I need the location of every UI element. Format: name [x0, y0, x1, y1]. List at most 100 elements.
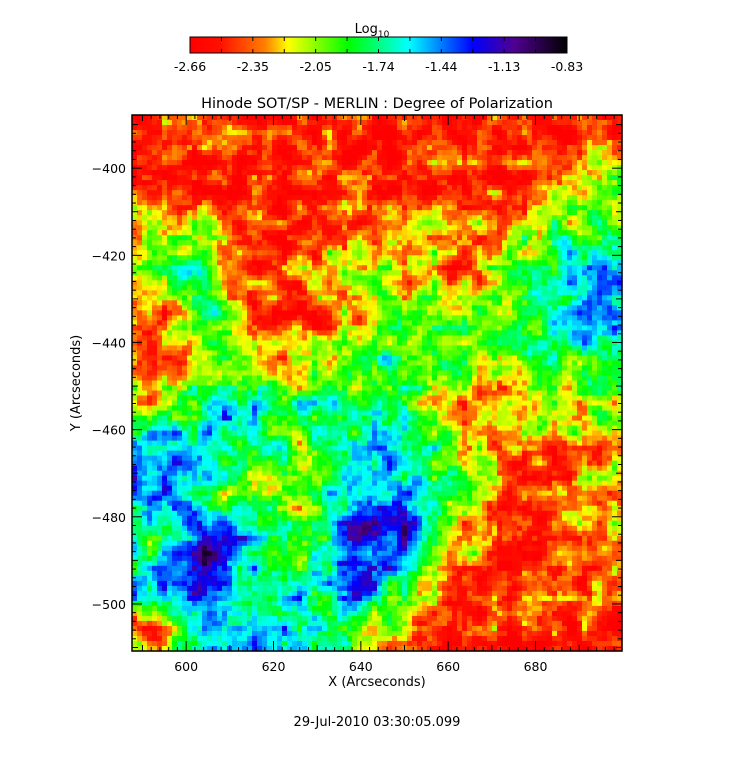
- heatmap-cell: [497, 290, 503, 296]
- heatmap-cell: [432, 335, 438, 342]
- heatmap-cell: [427, 125, 433, 131]
- heatmap-cell: [497, 275, 503, 281]
- heatmap-cell: [282, 145, 288, 151]
- heatmap-cell: [387, 300, 393, 306]
- heatmap-cell: [202, 210, 208, 216]
- heatmap-cell: [427, 150, 433, 156]
- heatmap-cell: [602, 340, 608, 347]
- heatmap-cell: [212, 330, 218, 337]
- heatmap-cell: [207, 280, 213, 286]
- heatmap-cell: [412, 120, 418, 126]
- heatmap-cell: [482, 210, 488, 216]
- heatmap-cell: [197, 270, 203, 276]
- heatmap-cell: [162, 305, 168, 311]
- heatmap-cell: [342, 240, 348, 246]
- heatmap-cell: [212, 305, 218, 311]
- heatmap-cell: [617, 255, 623, 261]
- heatmap-cell: [357, 290, 363, 296]
- heatmap-cell: [237, 305, 243, 311]
- heatmap-cell: [532, 130, 538, 136]
- heatmap-cell: [137, 340, 143, 347]
- heatmap-cell: [157, 155, 163, 161]
- heatmap-cell: [347, 275, 353, 281]
- heatmap-cell: [577, 260, 583, 266]
- heatmap-cell: [207, 130, 213, 136]
- heatmap-cell: [617, 355, 623, 362]
- heatmap-cell: [537, 310, 543, 316]
- heatmap-cell: [187, 305, 193, 311]
- heatmap-cell: [207, 185, 213, 191]
- heatmap-cell: [467, 355, 473, 362]
- heatmap-cell: [442, 265, 448, 271]
- heatmap-cell: [527, 350, 533, 357]
- heatmap-cell: [172, 300, 178, 306]
- heatmap-cell: [567, 330, 573, 337]
- heatmap-cell: [152, 320, 158, 326]
- heatmap-cell: [402, 365, 408, 372]
- heatmap-cell: [177, 265, 183, 271]
- heatmap-cell: [547, 200, 553, 206]
- heatmap-cell: [397, 175, 403, 181]
- heatmap-cell: [492, 160, 498, 166]
- heatmap-cell: [352, 260, 358, 266]
- heatmap-cell: [407, 215, 413, 221]
- heatmap-cell: [567, 335, 573, 342]
- heatmap-cell: [152, 355, 158, 362]
- heatmap-cell: [462, 340, 468, 347]
- heatmap-cell: [212, 345, 218, 352]
- heatmap-cell: [182, 230, 188, 236]
- heatmap-cell: [192, 210, 198, 216]
- heatmap-cell: [247, 265, 253, 271]
- colorbar-tick-label: -0.83: [551, 59, 583, 74]
- heatmap-cell: [532, 150, 538, 156]
- heatmap-cell: [412, 145, 418, 151]
- heatmap-cell: [412, 345, 418, 352]
- heatmap-cell: [412, 285, 418, 291]
- heatmap-cell: [442, 205, 448, 211]
- heatmap-cell: [537, 180, 543, 186]
- heatmap-cell: [522, 200, 528, 206]
- heatmap-cell: [277, 345, 283, 352]
- heatmap-cell: [517, 355, 523, 362]
- heatmap-cell: [292, 190, 298, 196]
- heatmap-cell: [332, 365, 338, 372]
- heatmap-cell: [182, 360, 188, 367]
- heatmap-cell: [477, 320, 483, 326]
- heatmap-cell: [577, 325, 583, 331]
- heatmap-cell: [447, 145, 453, 151]
- heatmap-cell: [267, 165, 273, 171]
- heatmap-cell: [557, 235, 563, 241]
- heatmap-cell: [167, 125, 173, 131]
- heatmap-cell: [382, 175, 388, 181]
- heatmap-cell: [302, 125, 308, 131]
- heatmap-cell: [132, 180, 138, 186]
- heatmap-cell: [342, 350, 348, 357]
- heatmap-cell: [287, 255, 293, 261]
- heatmap-cell: [252, 170, 258, 176]
- heatmap-cell: [157, 120, 163, 126]
- heatmap-cell: [402, 270, 408, 276]
- heatmap-cell: [567, 345, 573, 352]
- heatmap-cell: [377, 335, 383, 342]
- heatmap-cell: [137, 260, 143, 266]
- heatmap-cell: [222, 335, 228, 342]
- heatmap-cell: [492, 350, 498, 357]
- heatmap-cell: [337, 215, 343, 221]
- heatmap-cell: [572, 195, 578, 201]
- heatmap-cell: [582, 265, 588, 271]
- heatmap-cell: [347, 245, 353, 251]
- heatmap-cell: [137, 145, 143, 151]
- heatmap-cell: [337, 175, 343, 181]
- heatmap-cell: [152, 295, 158, 301]
- heatmap-cell: [377, 245, 383, 251]
- heatmap-cell: [362, 235, 368, 241]
- heatmap-cell: [377, 200, 383, 206]
- heatmap-cell: [422, 120, 428, 126]
- heatmap-cell: [297, 265, 303, 271]
- heatmap-cell: [522, 300, 528, 306]
- heatmap-cell: [182, 160, 188, 166]
- heatmap-cell: [272, 280, 278, 286]
- heatmap-cell: [242, 180, 248, 186]
- heatmap-cell: [382, 180, 388, 186]
- heatmap-cell: [372, 120, 378, 126]
